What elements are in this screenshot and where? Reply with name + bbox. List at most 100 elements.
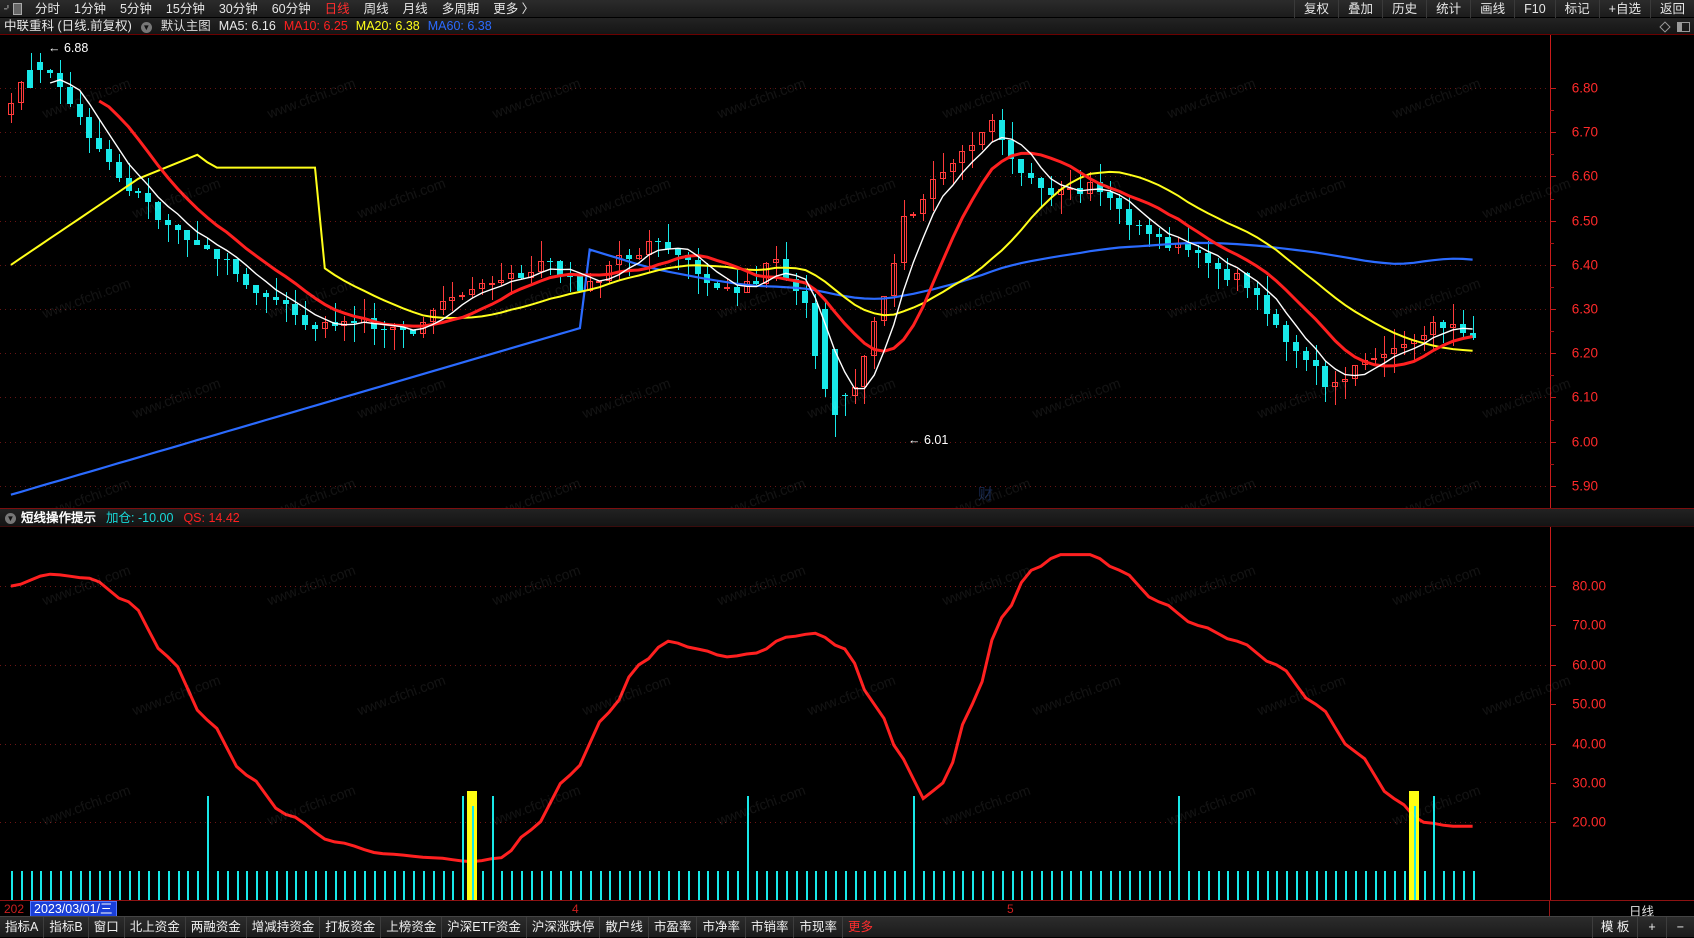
bottom-item-holding-change-funds[interactable]: 增减持资金 [247,916,321,938]
signal-bar [619,871,621,901]
selected-date-badge[interactable]: 2023/03/01/三 [30,901,117,918]
bottom-item-pb-ratio[interactable]: 市净率 [697,916,746,938]
candle-body [1205,253,1211,264]
zoom-in-button[interactable]: + [1637,917,1665,938]
signal-bar [1012,871,1014,901]
period-monthly[interactable]: 月线 [402,1,428,16]
bottom-item-ranking-funds[interactable]: 上榜资金 [381,916,443,938]
tool-biaoji[interactable]: 标记 [1554,0,1599,18]
candle-wick [482,279,483,296]
signal-bar [197,871,199,901]
signal-bar [1080,871,1082,901]
period-daily[interactable]: 日线 [324,1,350,16]
bottom-item-pcf-ratio[interactable]: 市现率 [794,916,843,938]
tool-huaxian[interactable]: 画线 [1470,0,1514,18]
signal-bar [31,871,33,901]
bottom-item-northbound-funds[interactable]: 北上资金 [125,916,186,938]
period-1min[interactable]: 1分钟 [74,1,106,16]
window-icon[interactable] [1677,21,1690,32]
candle-body [116,161,122,179]
chevron-down-icon[interactable]: ▼ [5,513,16,524]
candle-wick [668,223,669,254]
bottom-item-ps-ratio[interactable]: 市销率 [746,916,795,938]
candle-body [1254,287,1260,296]
candle-body [695,259,701,275]
indicator-name[interactable]: 默认主图 [160,18,211,33]
candle-wick [266,290,267,313]
candle-body [214,248,220,259]
period-5min[interactable]: 5分钟 [119,1,152,16]
sub-indicator-chart[interactable]: ▼ 短线操作提示 加仓: -10.00 QS: 14.42 www.cfchi.… [0,508,1694,901]
tool-tongji[interactable]: 统计 [1426,0,1470,18]
sub-axis-label: 60.00 [1572,657,1606,673]
price-gridline [0,353,1550,355]
signal-bar [1257,871,1259,901]
candle-wick [394,322,395,350]
bottom-item-limit-updown[interactable]: 沪深涨跌停 [527,916,601,938]
period-15min[interactable]: 15分钟 [165,1,205,16]
sub-plot-area[interactable]: www.cfchi.com www.cfchi.com www.cfchi.com w… [0,527,1573,901]
signal-bar [1129,871,1131,901]
candle-body [1293,341,1299,351]
period-more[interactable]: 更多 〉 [493,1,535,16]
bottom-item-retail-line[interactable]: 散户线 [600,916,649,938]
candle-wick [1041,177,1042,208]
header-icon-group [1659,18,1690,35]
bottom-item-more[interactable]: 更多 [847,919,873,934]
candle-body [312,325,318,330]
tool-lishi[interactable]: 历史 [1382,0,1426,18]
candle-body [920,198,926,215]
candle-wick [982,131,983,150]
chevron-down-icon[interactable]: ▼ [140,21,152,33]
bottom-item-pe-ratio[interactable]: 市盈率 [649,916,698,938]
signal-bar [158,871,160,901]
candle-body [596,281,602,284]
period-weekly[interactable]: 周线 [363,1,389,16]
bottom-item-daban-funds[interactable]: 打板资金 [320,916,382,938]
zoom-out-button[interactable]: − [1665,917,1694,938]
period-fenshi[interactable]: 分时 [35,1,61,16]
candle-body [852,386,858,397]
tool-fuquan[interactable]: 复权 [1294,0,1338,18]
tool-back[interactable]: 返回 [1649,0,1694,18]
diamond-icon[interactable] [1659,20,1671,33]
qs-key: QS: [183,510,205,525]
candle-body [273,296,279,300]
signal-bar [992,871,994,901]
tool-f10[interactable]: F10 [1514,0,1555,18]
main-price-chart[interactable]: 中联重科 (日线.前复权) ▼ 默认主图 MA5: 6.16 MA10: 6.2… [0,18,1694,508]
signal-bar [423,871,425,901]
signal-bar [178,871,180,901]
candle-body [1097,182,1103,192]
signal-bar [923,871,925,901]
ma10-line [98,99,1473,368]
bottom-item-indicator-b[interactable]: 指标B [44,916,89,938]
jiacang-value: -10.00 [137,510,174,525]
candle-wick [776,246,777,281]
bottom-item-etf-funds[interactable]: 沪深ETF资金 [442,916,527,938]
bottom-item-margin-funds[interactable]: 两融资金 [186,916,247,938]
candle-body [1430,321,1436,335]
bottom-item-indicator-a[interactable]: 指标A [0,916,45,938]
bottom-item-window[interactable]: 窗口 [89,916,125,938]
signal-bar [237,871,239,901]
sub-indicator-title[interactable]: 短线操作提示 [21,510,97,525]
period-60min[interactable]: 60分钟 [271,1,311,16]
template-button[interactable]: 模 板 [1591,917,1637,938]
period-30min[interactable]: 30分钟 [218,1,258,16]
candle-wick [1080,170,1081,204]
signal-bar [943,871,945,901]
tool-diejia[interactable]: 叠加 [1338,0,1382,18]
tool-add-favorite[interactable]: +自选 [1598,0,1650,18]
ma60-label: MA60: 6.38 [424,18,496,35]
candle-wick [1119,193,1120,225]
main-plot-area[interactable]: ← 6.88 ← 6.01 www.cfchi.com www.cfchi.com ww… [0,35,1573,508]
signal-bar [1149,871,1151,901]
period-multi[interactable]: 多周期 [441,1,480,16]
price-axis-minor-tick [1550,154,1554,156]
candle-wick [845,392,846,416]
candle-wick [1070,170,1071,200]
signal-bar [1306,871,1308,901]
ma5-key: MA5: [218,18,248,33]
candle-wick [1031,162,1032,184]
